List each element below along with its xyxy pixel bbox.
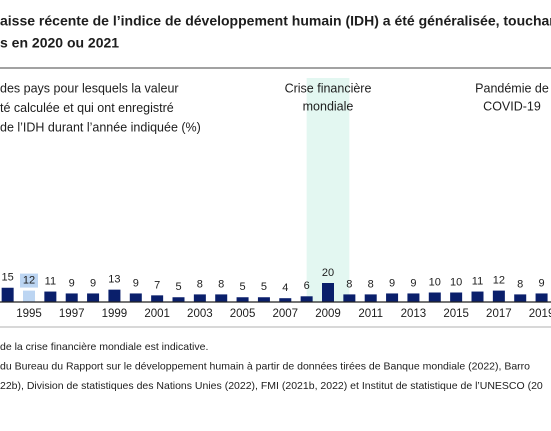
- value-label: 8: [346, 278, 352, 290]
- x-tick-label: 2019: [529, 308, 551, 320]
- value-label: 9: [90, 277, 96, 289]
- bar: [215, 294, 228, 302]
- bar: [322, 283, 334, 302]
- y-axis-label: des pays pour lesquels la valeur: [0, 81, 179, 95]
- x-tick-label: 2009: [315, 308, 341, 320]
- x-tick-label: 1995: [16, 308, 42, 320]
- value-label: 10: [450, 276, 462, 288]
- bar: [172, 297, 185, 302]
- value-label: 8: [218, 278, 224, 290]
- bar: [236, 297, 249, 302]
- bar: [407, 293, 420, 302]
- bar: [279, 298, 292, 302]
- footnote: de la crise financière mondiale est indi…: [0, 341, 208, 353]
- value-label: 12: [493, 275, 505, 287]
- annotation: Pandémie de: [475, 81, 549, 95]
- value-label: 9: [539, 277, 545, 289]
- value-label: 20: [322, 267, 334, 279]
- bar: [108, 289, 121, 302]
- x-tick-label: 2001: [144, 308, 170, 320]
- x-tick-label: 2011: [358, 308, 383, 320]
- chart-title: s en 2020 ou 2021: [0, 35, 119, 51]
- value-label: 11: [472, 275, 483, 287]
- bar: [129, 293, 142, 302]
- value-label: 9: [410, 277, 416, 289]
- value-label: 4: [282, 282, 288, 294]
- shaded-region: [306, 78, 350, 302]
- bar: [23, 290, 35, 302]
- x-tick-label: 2017: [486, 308, 512, 320]
- value-label: 5: [261, 281, 267, 293]
- chart-title: aisse récente de l’indice de développeme…: [0, 13, 551, 29]
- annotation: COVID-19: [483, 99, 541, 113]
- value-label: 15: [2, 272, 14, 284]
- value-label: 13: [108, 274, 120, 286]
- value-label: 12: [23, 275, 35, 287]
- value-label: 5: [175, 281, 181, 293]
- bar: [44, 291, 57, 302]
- annotation: mondiale: [303, 99, 354, 113]
- value-label: 9: [133, 277, 139, 289]
- bar: [535, 293, 548, 302]
- value-label: 6: [304, 280, 310, 292]
- value-label: 9: [69, 277, 75, 289]
- value-label: 5: [240, 281, 246, 293]
- bar: [514, 294, 527, 302]
- y-axis-label: de l’IDH durant l’année indiquée (%): [0, 120, 201, 134]
- x-tick-label: 1999: [102, 308, 128, 320]
- bar: [343, 294, 356, 302]
- bar: [450, 292, 463, 302]
- value-label-bg: [20, 273, 38, 288]
- bar: [386, 293, 399, 302]
- bar: [257, 297, 270, 302]
- x-tick-label: 2005: [230, 308, 256, 320]
- value-label: 11: [45, 275, 56, 287]
- value-label: 8: [517, 278, 523, 290]
- footnote: du Bureau du Rapport sur le développemen…: [0, 360, 530, 372]
- bar: [364, 294, 377, 302]
- footnote: 22b), Division de statistiques des Natio…: [0, 380, 543, 392]
- annotation: Crise financière: [285, 81, 372, 95]
- bar: [428, 292, 441, 302]
- value-label: 8: [368, 278, 374, 290]
- bar: [151, 295, 164, 302]
- bar: [300, 296, 313, 302]
- value-label: 7: [154, 279, 160, 291]
- bar: [471, 291, 484, 302]
- bar: [1, 287, 14, 302]
- x-tick-label: 2007: [272, 308, 298, 320]
- bar: [87, 293, 100, 302]
- y-axis-label: té calculée et qui ont enregistré: [0, 101, 174, 115]
- bar: [193, 294, 206, 302]
- x-tick-label: 1997: [59, 308, 85, 320]
- x-tick-label: 2015: [443, 308, 469, 320]
- x-tick-label: 2003: [187, 308, 213, 320]
- value-label: 9: [389, 277, 395, 289]
- value-label: 10: [429, 276, 441, 288]
- bar: [492, 290, 505, 302]
- value-label: 8: [197, 278, 203, 290]
- x-tick-label: 2013: [401, 308, 427, 320]
- bar: [65, 293, 78, 302]
